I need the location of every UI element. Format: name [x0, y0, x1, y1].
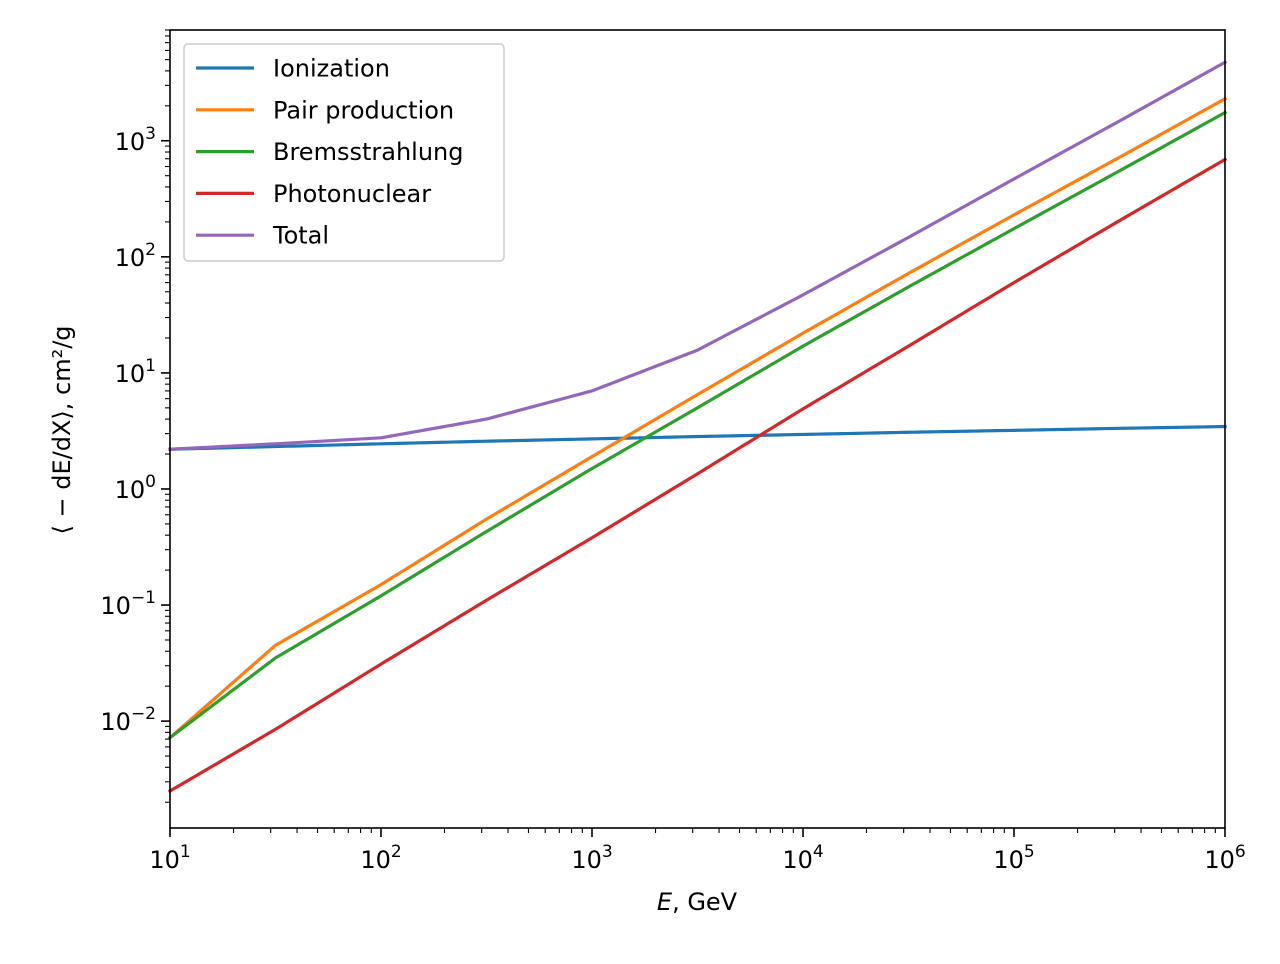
y-axis-label: ⟨ − dE/dX⟩, cm²/g [48, 325, 76, 534]
x-tick-label: 102 [360, 842, 401, 874]
series-line-photonuclear [167, 157, 1228, 794]
x-tick-label: 105 [993, 842, 1034, 874]
y-tick-label: 103 [115, 124, 156, 156]
series-line-total [168, 60, 1228, 451]
y-tick-label: 101 [115, 356, 156, 388]
x-tick-label: 104 [782, 842, 823, 874]
series-line-bremsstrahlung [167, 110, 1228, 740]
series-line-pair-production [167, 96, 1228, 740]
legend-box [183, 43, 505, 262]
ticks-layer: 101 102 103 104 105 106 10−2 10−1 100 101 102 103 [100, 29, 1246, 874]
y-tick-label: 10−2 [100, 704, 156, 736]
x-tick-label: 101 [149, 842, 190, 874]
x-axis-variable: E [657, 888, 673, 916]
x-tick-label: 103 [571, 842, 612, 874]
legend-label: Photonuclear [273, 180, 431, 208]
series-line-ionization [168, 424, 1227, 451]
series-layer [167, 60, 1228, 794]
y-tick-label: 102 [115, 240, 156, 272]
y-tick-label: 10−1 [100, 588, 156, 620]
x-axis-unit: , GeV [672, 888, 738, 916]
legend-label: Bremsstrahlung [273, 138, 463, 166]
legend-label: Total [272, 222, 329, 250]
y-tick-label: 100 [115, 472, 156, 504]
legend: Ionization Pair production Bremsstrahlung P… [183, 43, 505, 262]
plot-frame [169, 29, 1226, 829]
x-axis-label: E, GeV [657, 888, 738, 916]
x-tick-label: 106 [1204, 842, 1245, 874]
legend-label: Ionization [273, 55, 390, 83]
legend-label: Pair production [273, 96, 454, 124]
